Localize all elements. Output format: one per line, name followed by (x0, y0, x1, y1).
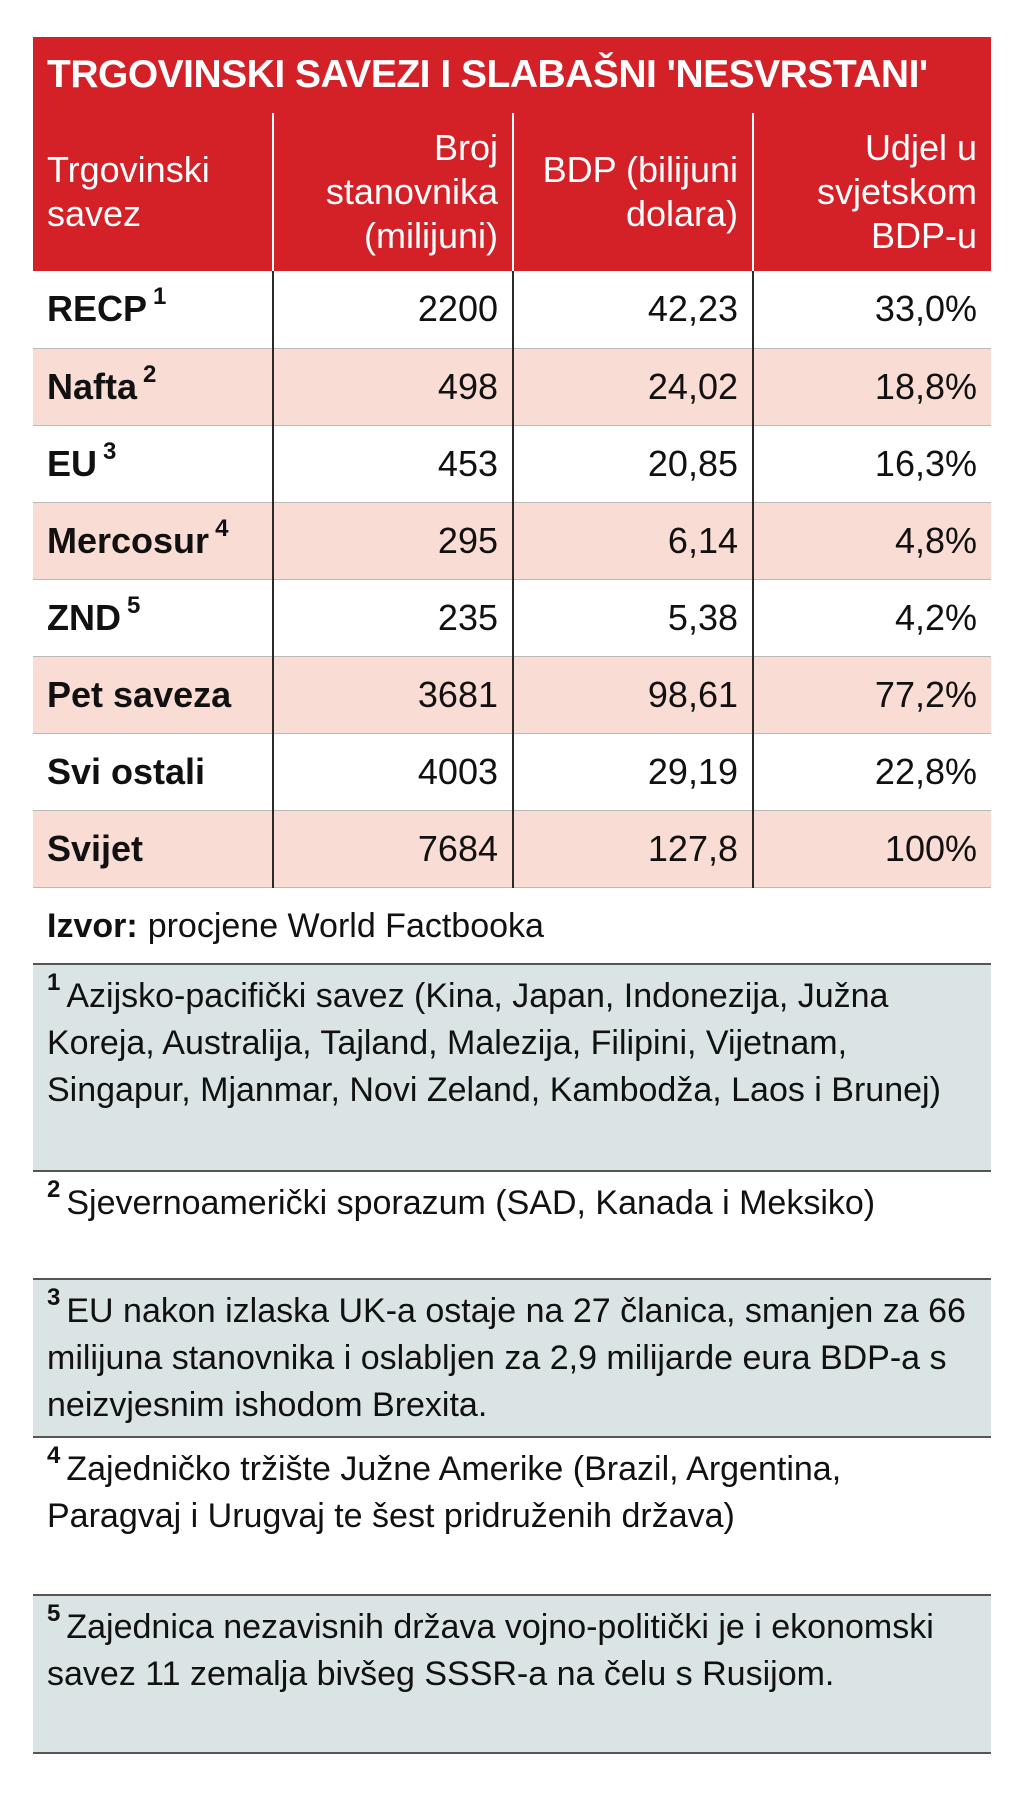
table-row: Mercosur 4 295 6,14 4,8% (33, 502, 991, 580)
source-text: procjene World Factbooka (147, 906, 544, 945)
alliance-name: Svi ostali (47, 750, 206, 792)
header-share: Udjel u svjetskom BDP-u (752, 113, 991, 271)
row-name-cell: Svijet (33, 810, 273, 888)
share-cell: 77,2% (752, 656, 991, 734)
gdp-cell: 42,23 (512, 271, 753, 349)
table-title: TRGOVINSKI SAVEZI I SLABAŠNI 'NESVRSTANI… (33, 37, 991, 113)
alliance-name: Nafta (47, 365, 138, 407)
alliance-name: Mercosur (47, 519, 210, 561)
footnote-ref: 4 (215, 514, 229, 542)
row-name-cell: EU 3 (33, 425, 273, 503)
footnote-ref: 5 (127, 591, 141, 619)
table-row: RECP 1 2200 42,23 33,0% (33, 271, 991, 349)
gdp-cell: 20,85 (512, 425, 753, 503)
population-cell: 498 (272, 348, 513, 426)
table-row: Svi ostali 4003 29,19 22,8% (33, 733, 991, 811)
population-cell: 235 (272, 579, 513, 657)
header-row: Trgovinski savez Broj stanovnika (miliju… (33, 113, 991, 271)
row-name-cell: ZND 5 (33, 579, 273, 657)
footnote-number: 1 (47, 969, 61, 997)
footnote: 5 Zajednica nezavisnih država vojno-polit… (33, 1595, 991, 1754)
footnote: 1 Azijsko-pacifički savez (Kina, Japan, I… (33, 964, 991, 1172)
footnote-ref: 1 (153, 283, 167, 311)
row-name-cell: Nafta 2 (33, 348, 273, 426)
table-row: ZND 5 235 5,38 4,2% (33, 579, 991, 657)
source-label: Izvor: (47, 906, 138, 945)
share-cell: 33,0% (752, 271, 991, 349)
gdp-cell: 5,38 (512, 579, 753, 657)
header-alliance: Trgovinski savez (33, 113, 273, 271)
row-name-cell: Pet saveza (33, 656, 273, 734)
table-row: Pet saveza 3681 98,61 77,2% (33, 656, 991, 734)
footnote-text: Zajedničko tržište Južne Amerike (Brazil… (47, 1449, 842, 1535)
gdp-cell: 24,02 (512, 348, 753, 426)
population-cell: 2200 (272, 271, 513, 349)
share-cell: 100% (752, 810, 991, 888)
share-cell: 22,8% (752, 733, 991, 811)
footnote-number: 2 (47, 1176, 61, 1204)
alliance-name: Svijet (47, 827, 144, 869)
row-name-cell: Mercosur 4 (33, 502, 273, 580)
row-name-cell: Svi ostali (33, 733, 273, 811)
footnote-ref: 2 (143, 360, 157, 388)
share-cell: 4,8% (752, 502, 991, 580)
share-cell: 16,3% (752, 425, 991, 503)
gdp-cell: 98,61 (512, 656, 753, 734)
population-cell: 295 (272, 502, 513, 580)
table-row: Svijet 7684 127,8 100% (33, 810, 991, 888)
population-cell: 453 (272, 425, 513, 503)
population-cell: 7684 (272, 810, 513, 888)
footnote-text: Sjevernoamerički sporazum (SAD, Kanada i… (66, 1183, 876, 1222)
alliance-name: RECP (47, 288, 148, 330)
alliance-name: Pet saveza (47, 673, 232, 715)
source-line: Izvor: procjene World Factbooka (33, 888, 991, 965)
footnote-number: 4 (47, 1442, 61, 1470)
footnote-number: 3 (47, 1284, 61, 1312)
gdp-cell: 6,14 (512, 502, 753, 580)
row-name-cell: RECP 1 (33, 271, 273, 349)
footnote: 4 Zajedničko tržište Južne Amerike (Brazi… (33, 1438, 991, 1596)
alliance-name: ZND (47, 596, 121, 638)
table-row: EU 3 453 20,85 16,3% (33, 425, 991, 503)
share-cell: 18,8% (752, 348, 991, 426)
footnote-text: Zajednica nezavisnih država vojno-politi… (47, 1607, 934, 1693)
header-gdp: BDP (bilijuni dolara) (512, 113, 753, 271)
population-cell: 3681 (272, 656, 513, 734)
gdp-cell: 127,8 (512, 810, 753, 888)
footnote-text: Azijsko-pacifički savez (Kina, Japan, In… (47, 976, 941, 1109)
alliances-table: Trgovinski savez Broj stanovnika (miliju… (33, 113, 991, 888)
footnote-ref: 3 (103, 437, 117, 465)
gdp-cell: 29,19 (512, 733, 753, 811)
footnote-number: 5 (47, 1600, 61, 1628)
infographic-table: TRGOVINSKI SAVEZI I SLABAŠNI 'NESVRSTANI… (33, 37, 991, 1754)
footnote: 3 EU nakon izlaska UK-a ostaje na 27 član… (33, 1279, 991, 1438)
footnote-text: EU nakon izlaska UK-a ostaje na 27 člani… (47, 1291, 966, 1424)
header-population: Broj stanovnika (milijuni) (272, 113, 513, 271)
footnote: 2 Sjevernoamerički sporazum (SAD, Kanada … (33, 1172, 991, 1280)
share-cell: 4,2% (752, 579, 991, 657)
table-row: Nafta 2 498 24,02 18,8% (33, 348, 991, 426)
population-cell: 4003 (272, 733, 513, 811)
alliance-name: EU (47, 442, 98, 484)
